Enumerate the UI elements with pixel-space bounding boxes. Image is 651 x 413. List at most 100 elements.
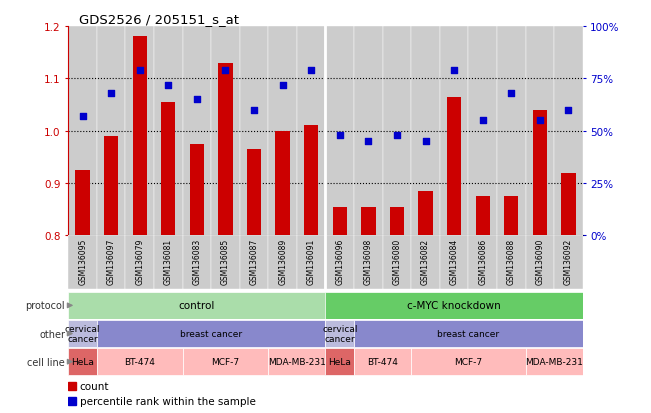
Text: other: other xyxy=(39,329,65,339)
Bar xyxy=(390,207,404,236)
Bar xyxy=(97,27,126,236)
Bar xyxy=(190,145,204,236)
Bar xyxy=(97,236,126,290)
Text: cervical
cancer: cervical cancer xyxy=(65,324,100,343)
Point xyxy=(191,97,202,103)
Text: MCF-7: MCF-7 xyxy=(212,357,240,366)
Text: GSM136090: GSM136090 xyxy=(535,238,544,285)
Bar xyxy=(297,27,326,236)
Text: GSM136095: GSM136095 xyxy=(78,238,87,285)
Bar xyxy=(97,320,326,347)
Bar xyxy=(326,27,354,236)
Bar xyxy=(304,126,318,236)
Text: MCF-7: MCF-7 xyxy=(454,357,482,366)
Bar xyxy=(76,171,90,236)
Bar xyxy=(161,102,176,236)
Bar xyxy=(154,236,183,290)
Bar xyxy=(554,27,583,236)
Bar xyxy=(268,236,297,290)
Bar xyxy=(240,27,268,236)
Bar xyxy=(468,27,497,236)
Text: count: count xyxy=(79,381,109,391)
Text: GSM136096: GSM136096 xyxy=(335,238,344,285)
Text: cell line: cell line xyxy=(27,357,65,367)
Bar xyxy=(326,292,583,319)
Bar xyxy=(354,320,583,347)
Text: MDA-MB-231: MDA-MB-231 xyxy=(268,357,326,366)
Bar xyxy=(525,348,583,375)
Text: GSM136085: GSM136085 xyxy=(221,238,230,285)
Point xyxy=(106,90,117,97)
Bar xyxy=(183,348,268,375)
Bar xyxy=(419,191,433,236)
Bar xyxy=(268,27,297,236)
Text: GSM136091: GSM136091 xyxy=(307,238,316,285)
Point xyxy=(77,114,88,120)
Bar xyxy=(126,236,154,290)
Bar xyxy=(411,236,440,290)
Text: breast cancer: breast cancer xyxy=(180,329,242,338)
Bar xyxy=(354,27,383,236)
Bar xyxy=(326,236,354,290)
Bar xyxy=(497,236,525,290)
Point xyxy=(163,82,174,89)
Bar xyxy=(447,97,461,236)
Bar xyxy=(383,236,411,290)
Bar xyxy=(183,27,211,236)
Bar xyxy=(411,348,525,375)
Point xyxy=(277,82,288,89)
Point xyxy=(392,132,402,139)
Bar xyxy=(68,236,97,290)
Bar xyxy=(554,236,583,290)
Text: BT-474: BT-474 xyxy=(124,357,155,366)
Text: GSM136092: GSM136092 xyxy=(564,238,573,285)
Bar xyxy=(383,27,411,236)
Bar xyxy=(154,27,183,236)
Bar xyxy=(68,348,97,375)
Bar xyxy=(468,236,497,290)
Text: GSM136098: GSM136098 xyxy=(364,238,373,285)
Bar xyxy=(297,236,326,290)
Text: GSM136086: GSM136086 xyxy=(478,238,487,285)
Bar xyxy=(525,27,554,236)
Text: percentile rank within the sample: percentile rank within the sample xyxy=(79,396,256,406)
Text: protocol: protocol xyxy=(25,301,65,311)
Text: GDS2526 / 205151_s_at: GDS2526 / 205151_s_at xyxy=(79,13,239,26)
Bar xyxy=(326,348,354,375)
Bar xyxy=(133,37,147,236)
Bar xyxy=(104,137,118,236)
Point xyxy=(534,118,545,124)
Text: GSM136080: GSM136080 xyxy=(393,238,402,285)
Text: GSM136088: GSM136088 xyxy=(506,238,516,285)
Text: MDA-MB-231: MDA-MB-231 xyxy=(525,357,583,366)
Bar xyxy=(326,320,354,347)
Text: HeLa: HeLa xyxy=(71,357,94,366)
Bar xyxy=(440,236,468,290)
Bar xyxy=(475,197,490,236)
Point xyxy=(135,67,145,74)
Bar xyxy=(533,110,547,236)
Bar xyxy=(354,348,411,375)
Text: c-MYC knockdown: c-MYC knockdown xyxy=(407,301,501,311)
Text: GSM136097: GSM136097 xyxy=(107,238,116,285)
Point xyxy=(249,107,259,114)
Bar xyxy=(68,320,97,347)
Text: HeLa: HeLa xyxy=(328,357,352,366)
Bar xyxy=(497,27,525,236)
Bar xyxy=(361,207,376,236)
Text: GSM136084: GSM136084 xyxy=(450,238,458,285)
Point xyxy=(421,138,431,145)
Text: GSM136083: GSM136083 xyxy=(193,238,201,285)
Text: breast cancer: breast cancer xyxy=(437,329,499,338)
Bar xyxy=(247,150,261,236)
Point xyxy=(335,132,345,139)
Bar xyxy=(440,27,468,236)
Text: GSM136082: GSM136082 xyxy=(421,238,430,285)
Point xyxy=(306,67,316,74)
Point xyxy=(477,118,488,124)
Bar xyxy=(561,173,575,236)
Text: cervical
cancer: cervical cancer xyxy=(322,324,357,343)
Text: GSM136089: GSM136089 xyxy=(278,238,287,285)
Bar xyxy=(275,131,290,236)
Bar xyxy=(126,27,154,236)
